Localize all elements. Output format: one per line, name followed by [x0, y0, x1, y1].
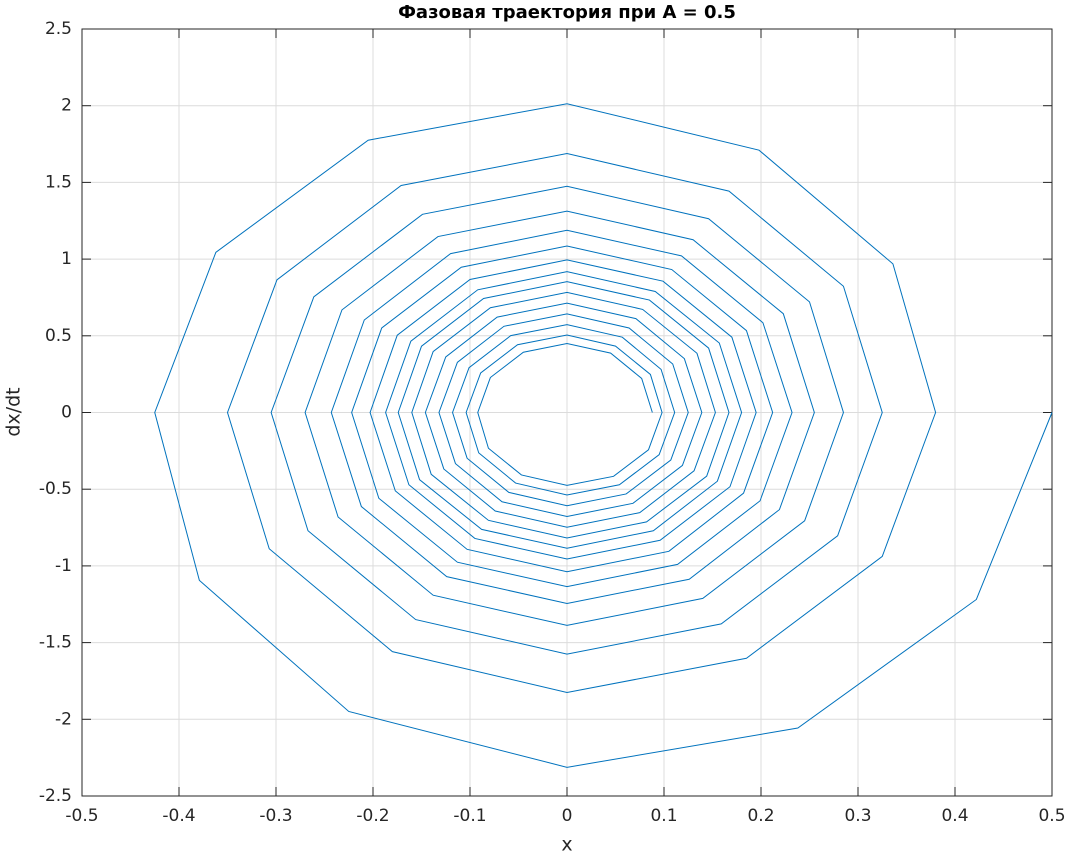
y-tick-label: -2.5	[39, 786, 72, 806]
x-tick-label: 0.4	[941, 806, 968, 826]
x-tick-label: -0.1	[453, 806, 486, 826]
x-tick-label: -0.4	[162, 806, 195, 826]
y-tick-label: 2.5	[45, 19, 72, 39]
y-tick-label: 0.5	[45, 326, 72, 346]
x-tick-label: -0.5	[65, 806, 98, 826]
x-tick-label: -0.2	[356, 806, 389, 826]
y-tick-label: 1	[61, 249, 72, 269]
trajectory-line	[154, 103, 1053, 768]
x-tick-label: 0	[562, 806, 573, 826]
y-tick-label: 1.5	[45, 172, 72, 192]
y-tick-label: -1	[55, 556, 72, 576]
y-tick-label: -0.5	[39, 479, 72, 499]
x-tick-label: -0.3	[259, 806, 292, 826]
y-tick-label: -1.5	[39, 633, 72, 653]
x-tick-label: 0.3	[844, 806, 871, 826]
x-axis-label: x	[561, 834, 572, 855]
x-tick-label: 0.1	[650, 806, 677, 826]
y-tick-label: 2	[61, 96, 72, 116]
x-tick-label: 0.5	[1038, 806, 1065, 826]
x-tick-label: 0.2	[747, 806, 774, 826]
y-axis-label: dx/dt	[3, 387, 25, 436]
y-tick-label: -2	[55, 709, 72, 729]
chart-title: Фазовая траектория при A = 0.5	[398, 2, 736, 23]
y-tick-label: 0	[61, 403, 72, 423]
